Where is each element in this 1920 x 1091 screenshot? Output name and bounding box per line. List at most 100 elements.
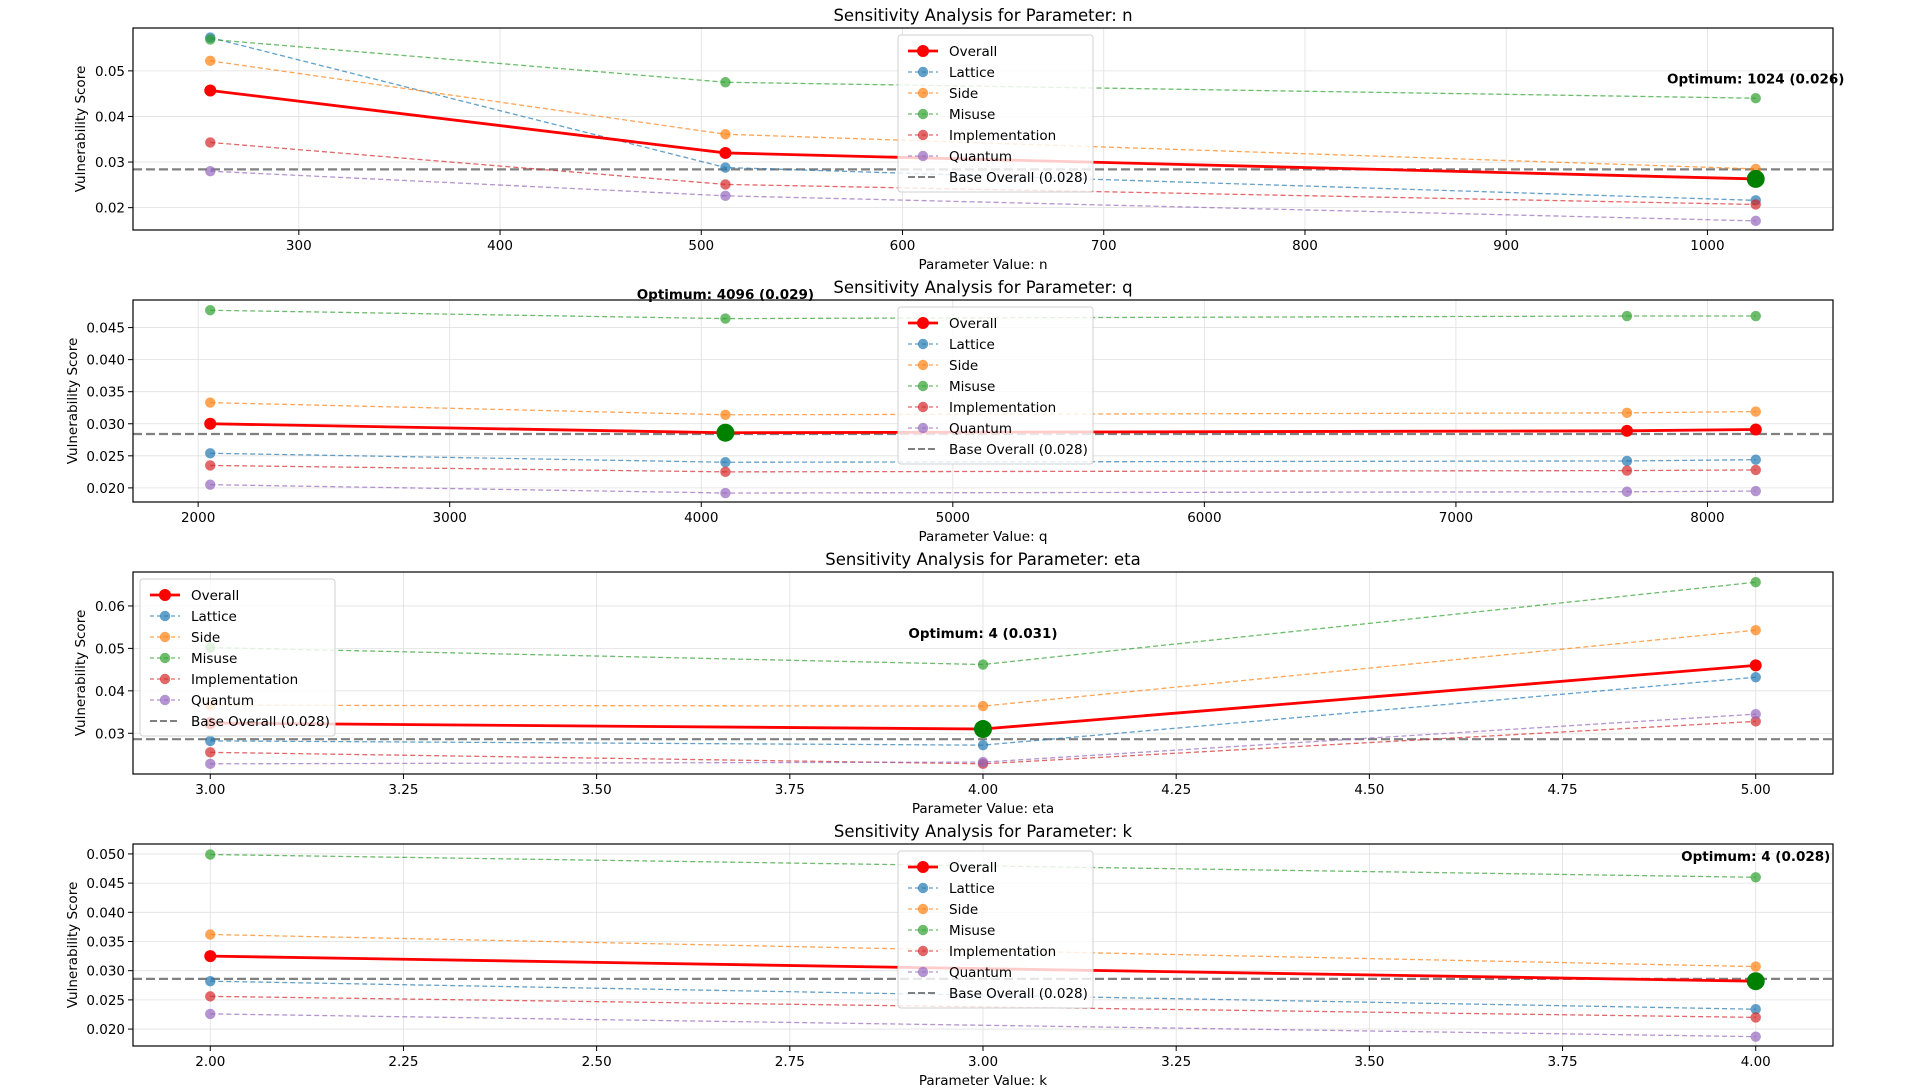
x-axis-label: Parameter Value: q xyxy=(918,529,1047,545)
legend-item-quantum: Quantum xyxy=(150,693,254,709)
data-point-overall xyxy=(1749,659,1762,672)
legend-item-overall: Overall xyxy=(908,316,997,332)
legend-item-side: Side xyxy=(908,86,978,102)
legend-item-implementation: Implementation xyxy=(908,128,1056,144)
x-tick-label: 7000 xyxy=(1439,510,1473,526)
chart-title: Sensitivity Analysis for Parameter: eta xyxy=(825,550,1140,569)
legend-box xyxy=(897,34,1094,193)
data-point-misuse xyxy=(205,849,216,860)
series-line-quantum xyxy=(210,484,1756,494)
x-tick-label: 3.25 xyxy=(388,782,418,798)
data-point-quantum xyxy=(1621,486,1633,497)
legend-label: Quantum xyxy=(949,149,1012,165)
legend-label: Misuse xyxy=(949,923,995,939)
data-point-lattice xyxy=(205,975,216,987)
x-tick-label: 2.50 xyxy=(582,1054,612,1070)
legend: Overall Lattice Side Misuse Implementation Qu… xyxy=(897,306,1094,465)
legend-swatch-marker xyxy=(917,882,929,894)
x-tick-label: 4000 xyxy=(684,510,718,526)
legend-label: Side xyxy=(949,902,978,918)
legend-swatch-marker xyxy=(917,338,929,350)
data-point-lattice xyxy=(1750,672,1761,683)
legend-label: Base Overall (0.028) xyxy=(949,442,1088,458)
data-point-side xyxy=(205,397,216,408)
legend-item-base: Base Overall (0.028) xyxy=(908,170,1088,186)
data-point-implementation xyxy=(1750,1012,1761,1023)
data-point-implementation xyxy=(205,137,216,148)
legend-swatch-marker xyxy=(917,903,929,915)
legend-label: Lattice xyxy=(949,337,995,353)
legend-item-implementation: Implementation xyxy=(908,944,1056,960)
y-tick-label: 0.045 xyxy=(86,321,125,337)
data-point-quantum xyxy=(720,487,731,499)
series-line-quantum xyxy=(210,1013,1756,1038)
x-tick-label: 6000 xyxy=(1187,510,1221,526)
legend-swatch-marker xyxy=(159,589,171,601)
legend-swatch-marker xyxy=(917,129,929,141)
legend-swatch-marker xyxy=(917,924,929,936)
y-tick-label: 0.05 xyxy=(95,64,125,80)
x-axis-label: Parameter Value: k xyxy=(919,1073,1047,1087)
y-tick-label: 0.025 xyxy=(86,449,125,465)
data-point-lattice xyxy=(720,162,731,173)
data-point-quantum xyxy=(205,1008,216,1020)
x-tick-label: 3.75 xyxy=(1548,1054,1578,1070)
legend-item-overall: Overall xyxy=(150,588,239,604)
series-line-implementation xyxy=(210,464,1756,473)
data-point-implementation xyxy=(1621,465,1633,476)
series-line-misuse xyxy=(210,309,1756,320)
legend-label: Implementation xyxy=(949,400,1056,416)
x-axis-label: Parameter Value: eta xyxy=(912,801,1054,817)
y-tick-label: 0.06 xyxy=(95,599,125,615)
legend-label: Overall xyxy=(949,316,997,332)
data-point-misuse xyxy=(205,305,216,316)
data-point-implementation xyxy=(720,466,731,478)
data-point-quantum xyxy=(205,758,216,770)
legend-item-quantum: Quantum xyxy=(908,149,1012,165)
y-tick-label: 0.020 xyxy=(86,1022,125,1038)
legend-label: Quantum xyxy=(949,965,1012,981)
series-line-lattice xyxy=(210,452,1756,463)
x-axis-label: Parameter Value: n xyxy=(919,257,1048,273)
y-tick-label: 0.05 xyxy=(95,641,125,657)
x-tick-label: 300 xyxy=(286,238,312,254)
y-tick-label: 0.02 xyxy=(95,201,125,217)
data-point-implementation xyxy=(1750,716,1761,727)
data-point-quantum xyxy=(720,190,731,202)
legend-swatch-marker xyxy=(917,359,929,371)
series-line-overall xyxy=(210,422,1756,435)
chart-title: Sensitivity Analysis for Parameter: k xyxy=(834,822,1133,841)
y-tick-label: 0.020 xyxy=(86,481,125,497)
data-point-lattice xyxy=(1621,455,1633,467)
legend-item-quantum: Quantum xyxy=(908,965,1012,981)
data-point-overall xyxy=(204,417,217,430)
legend-swatch-marker xyxy=(159,610,171,622)
data-point-quantum xyxy=(1750,215,1761,227)
legend-label: Misuse xyxy=(949,107,995,123)
legend-swatch-marker xyxy=(917,66,929,78)
x-tick-label: 3.00 xyxy=(968,1054,998,1070)
y-axis-label: Vulnerability Score xyxy=(65,338,81,465)
data-point-side xyxy=(205,55,216,67)
data-point-misuse xyxy=(1750,310,1761,322)
legend: Overall Lattice Side Misuse Implementation Qu… xyxy=(139,578,336,737)
data-point-implementation xyxy=(205,747,216,758)
x-tick-label: 3.75 xyxy=(775,782,805,798)
x-tick-label: 3000 xyxy=(433,510,467,526)
optimum-marker xyxy=(974,720,992,739)
data-point-lattice xyxy=(205,735,216,747)
legend-label: Quantum xyxy=(949,421,1012,437)
optimum-marker xyxy=(1746,972,1765,991)
data-point-misuse xyxy=(205,34,216,45)
y-tick-label: 0.030 xyxy=(86,417,125,433)
legend-item-side: Side xyxy=(150,630,220,646)
legend-label: Overall xyxy=(949,44,997,60)
legend-item-base: Base Overall (0.028) xyxy=(150,714,330,730)
legend-label: Lattice xyxy=(191,609,237,625)
legend-item-misuse: Misuse xyxy=(908,923,995,939)
y-tick-label: 0.040 xyxy=(86,905,125,921)
data-point-misuse xyxy=(1750,93,1761,104)
legend: Overall Lattice Side Misuse Implementation Qu… xyxy=(897,34,1094,193)
x-tick-label: 4.25 xyxy=(1161,782,1191,798)
chart-title: Sensitivity Analysis for Parameter: q xyxy=(833,278,1132,297)
